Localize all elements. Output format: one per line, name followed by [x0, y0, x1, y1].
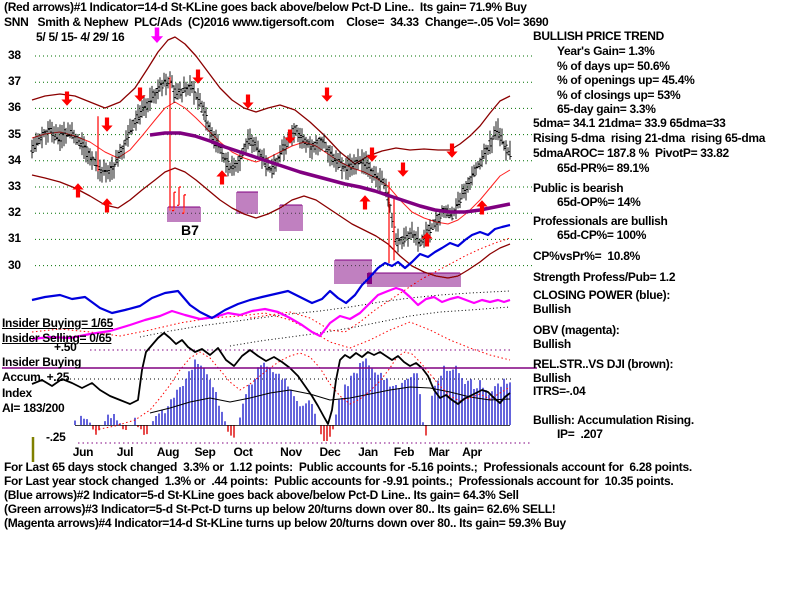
right-panel-line: Bullish: [533, 371, 571, 385]
right-panel-line: 65d-OP%= 14%: [557, 195, 641, 209]
right-panel-line: ITRS=-.04: [533, 384, 586, 398]
x-axis-month: Jul: [116, 445, 134, 459]
sell-signal-arrow: [284, 129, 296, 144]
x-axis-month: Apr: [462, 445, 482, 459]
upper-band-line: [31, 36, 511, 165]
sell-signal-arrow: [192, 69, 204, 84]
magenta-signal-arrow: [150, 27, 164, 44]
rel-strength-line: [31, 332, 511, 425]
date-range: 5/ 5/ 15- 4/ 29/ 16: [36, 30, 125, 44]
accum-label: Accum. +.25: [2, 370, 70, 384]
right-panel-line: Public is bearish: [533, 181, 624, 195]
y-axis-label: 38: [8, 48, 21, 62]
right-panel-line: 65-day gain= 3.3%: [557, 102, 656, 116]
ai-value: AI= 183/200: [2, 401, 65, 415]
right-panel-line: % of days up= 50.6%: [557, 59, 670, 73]
minus25-label: -.25: [46, 430, 66, 444]
y-axis-label: 36: [8, 100, 21, 115]
y-axis-label: 37: [8, 74, 21, 89]
right-panel-line: REL.STR..VS DJI (brown):: [533, 357, 674, 371]
footer-line: For Last year stock changed 1.3% or .44 …: [4, 474, 674, 488]
x-axis-month: Jan: [358, 445, 378, 459]
y-axis-label: 35: [8, 126, 21, 141]
right-panel-line: OBV (magenta):: [533, 323, 620, 337]
buy-signal-arrow: [359, 195, 371, 210]
right-panel-line: 5dmaAROC= 187.8 % PivotP= 33.82: [533, 146, 729, 160]
buy-signal-arrow: [72, 183, 84, 198]
right-panel-line: 65d-CP%= 100%: [557, 228, 647, 242]
right-panel-line: Year's Gain= 1.3%: [557, 44, 655, 58]
footer-line: For Last 65 days stock changed 3.3% or 1…: [4, 460, 692, 474]
sell-signal-arrow: [61, 91, 73, 106]
right-panel-line: Bullish: [533, 302, 571, 316]
ai-bars-positive: [74, 358, 511, 425]
footer-line: (Blue arrows)#2 Indicator=5-d St-KLine g…: [4, 488, 519, 502]
x-axis-month: Aug: [156, 445, 180, 459]
y-axis-label: 31: [8, 231, 21, 246]
buy-signal-arrow: [216, 170, 228, 185]
signal-label-b7: B7: [181, 222, 199, 238]
x-axis-month: Jun: [72, 445, 94, 459]
right-panel-line: BULLISH PRICE TREND: [533, 29, 664, 43]
right-panel-line: Bullish: Accumulation Rising.: [533, 413, 694, 427]
right-panel-line: Bullish: [533, 337, 571, 351]
sell-signal-arrow: [446, 143, 458, 158]
sell-signal-arrow: [134, 87, 146, 102]
right-panel-line: 65d-PR%= 89.1%: [557, 161, 650, 175]
ma65-line: [149, 131, 511, 214]
accumulation-hatch: [167, 191, 461, 287]
price-bars: [30, 71, 512, 253]
buy-signal-arrow: [421, 232, 433, 247]
right-panel-line: Strength Profess/Pub= 1.2: [533, 270, 676, 284]
closing-power-line: [31, 223, 511, 320]
footer-line: (Magenta arrows)#4 Indicator=14-d St-KLi…: [4, 516, 566, 530]
red-spike-bars: [97, 77, 395, 263]
sell-signal-arrow: [101, 117, 113, 132]
sell-signal-arrow: [397, 162, 409, 177]
right-panel-line: % of closings up= 53%: [557, 88, 681, 102]
insider-selling-count: Insider Selling= 0/65: [2, 331, 112, 345]
x-axis-month: Dec: [319, 445, 341, 459]
right-panel-line: CLOSING POWER (blue):: [533, 288, 671, 302]
right-panel-line: IP= .207: [557, 427, 603, 441]
red-dotted-line: [94, 351, 511, 431]
x-axis-month: Feb: [393, 445, 415, 459]
x-axis-month: Sep: [194, 445, 216, 459]
x-axis-month: Oct: [233, 445, 253, 459]
sell-signal-arrow: [366, 147, 378, 162]
ai-ma-line: [149, 386, 511, 414]
insider-buying-count: Insider Buying= 1/65: [2, 316, 114, 330]
index-label: Index: [2, 386, 32, 400]
y-axis-label: 34: [8, 152, 21, 167]
right-panel-line: Rising 5-dma rising 21-dma rising 65-dma: [533, 131, 766, 145]
plus50-label: +.50: [54, 340, 77, 354]
insider-buying-title: Insider Buying: [2, 355, 82, 369]
buy-signal-arrow: [101, 198, 113, 213]
right-panel-line: 5dma= 34.1 21dma= 33.9 65dma=33: [533, 116, 726, 130]
lower-band-line: [31, 167, 511, 279]
ai-bars-negative: [92, 425, 427, 441]
indicator1-legend: (Red arrows)#1 Indicator=14-d St-KLine g…: [4, 0, 527, 14]
ticker-title: SNN Smith & Nephew PLC/Ads (C)2016 www.t…: [4, 15, 549, 29]
buy-signal-arrow: [476, 200, 488, 215]
right-panel-line: CP%vsPr%= 10.8%: [533, 249, 640, 263]
right-panel-line: Professionals are bullish: [533, 214, 668, 228]
x-axis-month: Nov: [280, 445, 302, 459]
obv-line: [31, 286, 511, 341]
footer-line: (Green arrows)#3 Indicator=5-d St-Pct-D …: [4, 502, 556, 516]
sell-signal-arrow: [242, 94, 254, 109]
black-dotted-line: [229, 306, 511, 347]
y-axis-label: 32: [8, 205, 21, 220]
right-panel-line: % of openings up= 45.4%: [557, 73, 695, 87]
y-axis-label: 30: [8, 257, 21, 272]
x-axis-month: Mar: [428, 445, 450, 459]
sell-signal-arrow: [321, 87, 333, 102]
y-axis-label: 33: [8, 179, 21, 193]
